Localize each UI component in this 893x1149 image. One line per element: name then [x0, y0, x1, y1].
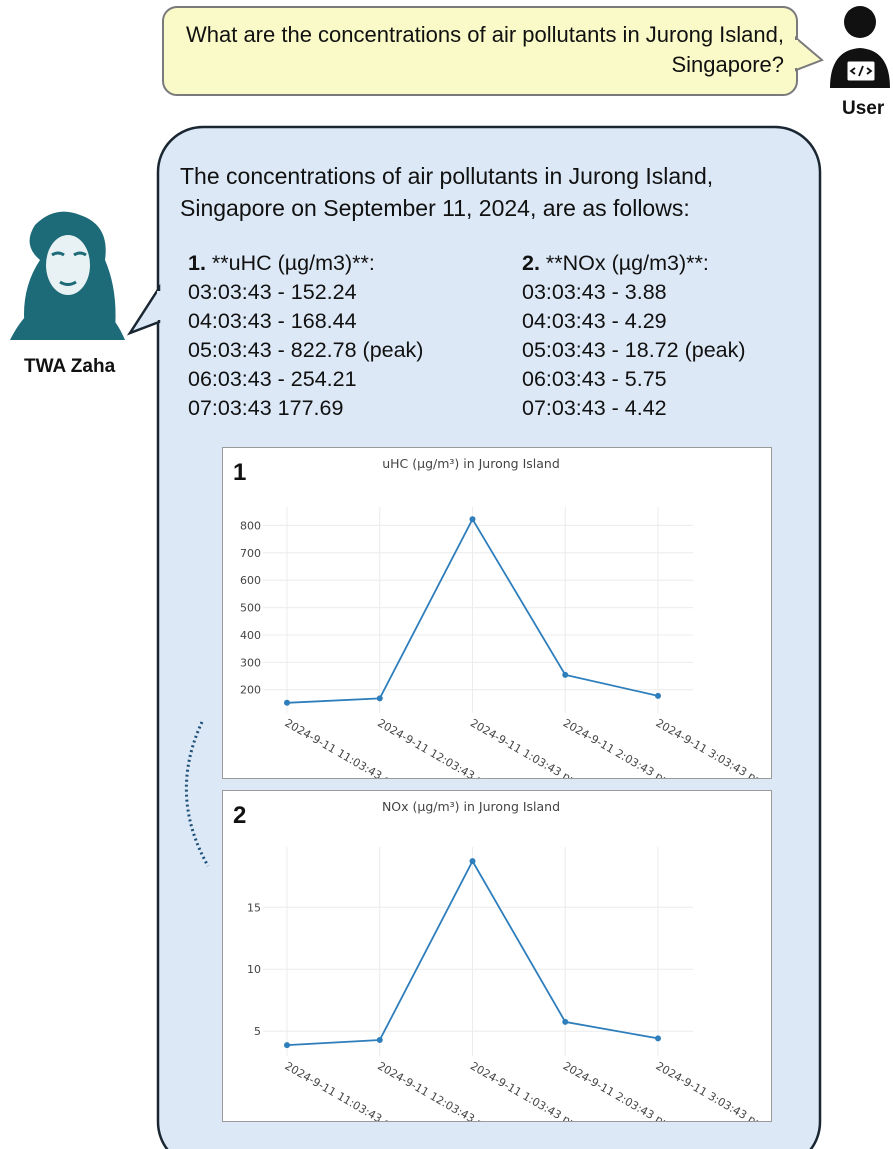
point — [377, 1037, 383, 1043]
point — [377, 695, 383, 701]
page: What are the concentrations of air pollu… — [0, 0, 893, 1149]
point — [284, 1042, 290, 1048]
point — [470, 516, 476, 522]
assistant-bubble-tail — [130, 288, 159, 333]
point — [562, 672, 568, 678]
list-heading: 2. **NOx (µg/m3)**: — [522, 249, 746, 278]
list-title: **uHC (µg/m3)**: — [206, 251, 375, 275]
y-tick-label: 5 — [254, 1025, 261, 1038]
point — [470, 858, 476, 864]
pollutant-list: 1. **uHC (µg/m3)**: 03:03:43 - 152.24 04… — [188, 249, 423, 423]
chart: 2 NOx (µg/m³) in Jurong Island 5 10 15 2024-9… — [222, 790, 772, 1122]
list-item: 04:03:43 - 168.44 — [188, 307, 423, 336]
list-heading: 1. **uHC (µg/m3)**: — [188, 249, 423, 278]
y-tick-label: 15 — [247, 901, 261, 914]
list-title: **NOx (µg/m3)**: — [540, 251, 709, 275]
y-tick-label: 10 — [247, 963, 261, 976]
user-label: User — [842, 98, 884, 120]
y-tick-label: 200 — [240, 684, 261, 697]
tail-seam — [157, 291, 162, 320]
list-item: 06:03:43 - 5.75 — [522, 365, 746, 394]
assistant-avatar — [10, 212, 125, 340]
x-tick-label: 2024-9-11 3:03:43 pm — [654, 1059, 768, 1122]
y-tick-label: 300 — [240, 656, 261, 669]
x-tick-label: 2024-9-11 3:03:43 pm — [654, 716, 768, 779]
y-tick-label: 800 — [240, 519, 261, 532]
list-item: 07:03:43 177.69 — [188, 394, 423, 423]
list-item: 05:03:43 - 18.72 (peak) — [522, 336, 746, 365]
list-item: 04:03:43 - 4.29 — [522, 307, 746, 336]
chart-number: 1 — [233, 459, 246, 486]
user-message: What are the concentrations of air pollu… — [172, 20, 784, 80]
chart: 1 uHC (µg/m³) in Jurong Island 200 300 400 50… — [222, 447, 772, 779]
point — [284, 700, 290, 706]
user-icon — [830, 6, 890, 88]
point — [655, 1035, 661, 1041]
list-item: 06:03:43 - 254.21 — [188, 365, 423, 394]
list-number: 1. — [188, 251, 206, 275]
list-number: 2. — [522, 251, 540, 275]
tail-seam — [794, 40, 798, 68]
chart-title: uHC (µg/m³) in Jurong Island — [382, 456, 560, 471]
chart-number: 2 — [233, 802, 246, 829]
list-item: 03:03:43 - 152.24 — [188, 278, 423, 307]
y-tick-label: 700 — [240, 547, 261, 560]
point — [655, 693, 661, 699]
assistant-label: TWA Zaha — [24, 356, 115, 378]
list-item: 03:03:43 - 3.88 — [522, 278, 746, 307]
response-intro: The concentrations of air pollutants in … — [180, 160, 780, 224]
y-tick-label: 500 — [240, 602, 261, 615]
user-bubble-tail — [796, 38, 822, 70]
y-tick-label: 400 — [240, 629, 261, 642]
chart-title: NOx (µg/m³) in Jurong Island — [382, 799, 560, 814]
y-tick-label: 600 — [240, 574, 261, 587]
point — [562, 1019, 568, 1025]
pollutant-list: 2. **NOx (µg/m3)**: 03:03:43 - 3.88 04:0… — [522, 249, 746, 423]
list-item: 05:03:43 - 822.78 (peak) — [188, 336, 423, 365]
list-item: 07:03:43 - 4.42 — [522, 394, 746, 423]
